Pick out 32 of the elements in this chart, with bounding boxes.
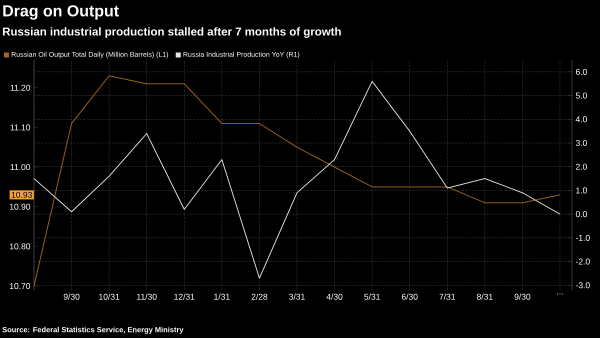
y-tick-label: 11.20 [10, 84, 30, 91]
y2-tick-label: 3.0 [576, 140, 587, 146]
x-tick-label: 1/31 [214, 294, 230, 300]
x-tick-label: 9/30 [64, 294, 80, 300]
x-tick-label: 12/31 [174, 294, 194, 300]
x-tick-label: 9/30 [514, 294, 530, 300]
y2-tick-label: 5.0 [576, 92, 587, 99]
y-tick-label: 10.70 [10, 283, 30, 290]
y2-tick-label: -2.0 [576, 258, 590, 265]
annotation: 10.93 [12, 192, 32, 198]
y2-tick-label: -3.0 [576, 282, 590, 288]
chart-subtitle: Russian industrial production stalled after 7 months of growth [2, 27, 341, 38]
y2-tick-label: 6.0 [576, 68, 587, 75]
y-tick-label: 11.10 [10, 124, 30, 130]
x-tick-label: 5/31 [364, 294, 380, 300]
x-tick-label: 7/31 [439, 294, 456, 300]
y2-tick-label: 4.0 [576, 116, 587, 122]
x-tick-label: 8/31 [476, 294, 493, 300]
chart-title: Drag on Output [3, 5, 119, 20]
x-tick-label: 4/30 [326, 294, 342, 300]
x-tick-label: 3/31 [289, 294, 305, 300]
x-tick-label: 10/31 [99, 294, 120, 300]
y2-tick-label: 1.0 [576, 187, 587, 194]
y2-tick-label: 2.0 [576, 164, 587, 170]
x-tick-label: 6/30 [402, 294, 418, 300]
y2-tick-label: 0.0 [576, 211, 587, 218]
y2-tick-label: -1.0 [576, 234, 590, 241]
x-tick-label: 11/30 [137, 294, 157, 300]
y-tick-label: 11.00 [10, 164, 30, 170]
x-tick-label: 2/28 [252, 294, 268, 300]
y-tick-label: 10.90 [10, 204, 30, 210]
y-tick-label: 10.80 [10, 243, 30, 250]
